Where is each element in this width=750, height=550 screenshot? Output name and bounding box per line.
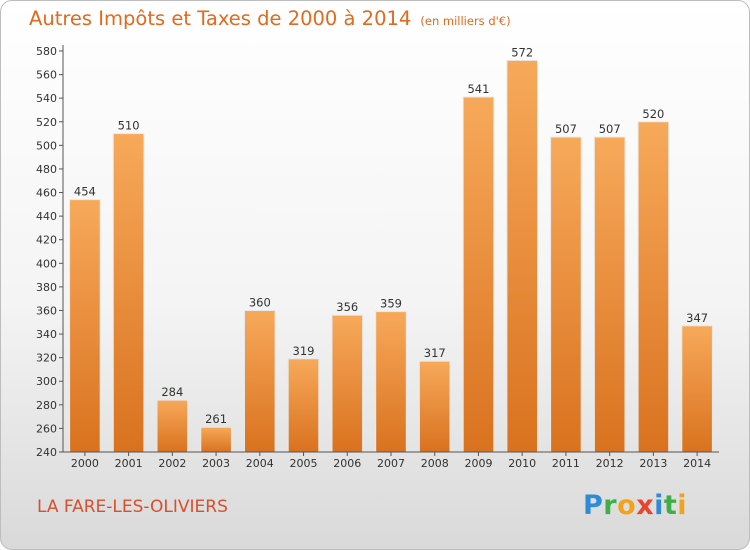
y-tick-label: 280 xyxy=(36,399,57,412)
y-tick-label: 520 xyxy=(36,116,57,129)
x-tick-label-2008: 2008 xyxy=(421,457,449,470)
bar-2011 xyxy=(550,136,582,453)
x-tick-label-2003: 2003 xyxy=(202,457,230,470)
y-tick-label: 240 xyxy=(36,446,57,459)
data-label-2000: 454 xyxy=(74,185,96,199)
data-label-2006: 356 xyxy=(336,300,358,314)
data-label-2013: 520 xyxy=(642,107,664,121)
x-tick-label-2009: 2009 xyxy=(464,457,492,470)
data-label-2010: 572 xyxy=(511,45,533,59)
bars: 454 510 284 261 360 319 356 359 317 541 572 507 507 5… xyxy=(69,45,713,453)
bar-2012 xyxy=(593,136,626,453)
bar-2000 xyxy=(69,199,101,453)
chart-title: Autres Impôts et Taxes de 2000 à 2014 xyxy=(29,7,412,30)
bar-2003 xyxy=(200,426,232,453)
logo-letter: r xyxy=(603,490,618,521)
bar-2006 xyxy=(331,314,364,453)
y-tick-label: 500 xyxy=(36,139,57,152)
x-tick-label-2010: 2010 xyxy=(508,457,536,470)
logo-letter: P xyxy=(583,490,604,521)
y-tick-label: 260 xyxy=(36,422,57,435)
x-axis: 2000 2001 2002 2003 2004 2005 2006 2007 2008 2009… xyxy=(63,451,719,470)
y-tick-label: 540 xyxy=(36,92,57,105)
y-tick-label: 440 xyxy=(36,210,57,223)
y-tick-label: 580 xyxy=(36,45,57,58)
x-tick-label-2013: 2013 xyxy=(639,457,667,470)
x-tick-label-2011: 2011 xyxy=(552,457,580,470)
y-tick-label: 340 xyxy=(36,328,57,341)
x-tick-label-2000: 2000 xyxy=(71,457,99,470)
data-label-2005: 319 xyxy=(293,344,315,358)
bar-2008 xyxy=(418,360,451,453)
logo-letter: i xyxy=(677,490,688,521)
bar-2013 xyxy=(637,121,670,453)
data-label-2014: 347 xyxy=(686,311,708,325)
x-tick-label-2005: 2005 xyxy=(290,457,318,470)
data-label-2004: 360 xyxy=(249,296,271,310)
bar-2007 xyxy=(375,311,407,453)
y-tick-label: 460 xyxy=(36,187,57,200)
proxiti-logo: Proxiti xyxy=(583,490,687,521)
data-label-2002: 284 xyxy=(161,385,183,399)
y-tick-label: 320 xyxy=(36,352,57,365)
y-tick-label: 300 xyxy=(36,375,57,388)
x-tick-label-2006: 2006 xyxy=(333,457,361,470)
logo-letter: o xyxy=(617,490,637,521)
y-tick-label: 560 xyxy=(36,69,57,82)
x-tick-label-2012: 2012 xyxy=(596,457,624,470)
bar-2001 xyxy=(112,133,145,453)
data-label-2008: 317 xyxy=(424,346,446,360)
commune-name: LA FARE-LES-OLIVIERS xyxy=(37,497,228,517)
x-tick-label-2014: 2014 xyxy=(683,457,711,470)
logo-letter: i xyxy=(654,490,664,521)
x-tick-label-2002: 2002 xyxy=(158,457,186,470)
chart-unit: (en milliers d'€) xyxy=(420,14,511,28)
y-tick-label: 360 xyxy=(36,304,57,317)
x-tick-label-2007: 2007 xyxy=(377,457,405,470)
data-label-2012: 507 xyxy=(599,122,621,136)
title-row: Autres Impôts et Taxes de 2000 à 2014 (e… xyxy=(29,7,511,30)
logo-letter: t xyxy=(663,490,678,521)
x-tick-label-2004: 2004 xyxy=(246,457,274,470)
data-label-2001: 510 xyxy=(118,119,140,133)
data-label-2003: 261 xyxy=(205,412,227,426)
y-axis: 240 260 280 300 320 340 360 380 400 420 440 460 480 5… xyxy=(36,45,64,459)
y-tick-label: 400 xyxy=(36,257,57,270)
logo-letter: x xyxy=(636,490,655,521)
data-label-2011: 507 xyxy=(555,122,577,136)
y-tick-label: 380 xyxy=(36,281,57,294)
data-label-2007: 359 xyxy=(380,297,402,311)
y-tick-label: 480 xyxy=(36,163,57,176)
bar-2010 xyxy=(506,59,538,453)
x-tick-label-2001: 2001 xyxy=(115,457,143,470)
bar-2014 xyxy=(681,325,713,453)
bar-2009 xyxy=(462,96,495,453)
bar-2002 xyxy=(156,399,189,453)
y-tick-label: 420 xyxy=(36,234,57,247)
bar-2005 xyxy=(287,358,320,453)
data-label-2009: 541 xyxy=(467,82,489,96)
bar-2004 xyxy=(244,310,276,453)
